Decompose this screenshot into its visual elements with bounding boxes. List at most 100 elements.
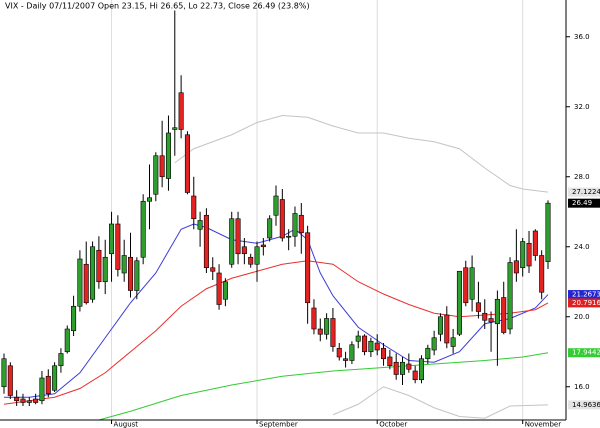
candle-body (298, 214, 304, 234)
candle-body (513, 260, 519, 274)
value-tag-label: 26.49 (572, 199, 592, 207)
candle-body (305, 232, 311, 304)
candle-body (216, 272, 222, 305)
y-tick-label: 32.0 (574, 103, 590, 111)
candle-body (229, 218, 235, 265)
candle-body (488, 318, 494, 323)
candle-body (58, 353, 64, 367)
candle-body (406, 363, 412, 370)
overlay-line (332, 386, 549, 419)
candle-body (412, 370, 418, 381)
candle-body (463, 267, 469, 304)
value-tag (568, 198, 600, 208)
candle-body (532, 230, 538, 256)
x-tick-label: September (259, 421, 298, 428)
candle-body (102, 256, 108, 283)
candle-body (456, 270, 462, 335)
y-tick-label: 16.0 (574, 383, 590, 391)
candle-body (349, 344, 355, 361)
candle-body (52, 365, 58, 391)
candle-body (336, 347, 342, 358)
candle-body (172, 127, 178, 130)
x-tick-label: October (379, 421, 407, 428)
candle-body (343, 358, 349, 361)
candle-body (20, 398, 26, 403)
candle-body (203, 214, 209, 269)
value-tag-label: 20.7916 (572, 299, 600, 307)
candle-body (507, 262, 513, 330)
candle-body (184, 134, 190, 193)
candle-body (545, 202, 551, 262)
candle-body (539, 255, 545, 293)
candle-body (77, 258, 83, 307)
candle-body (355, 335, 361, 342)
value-tag-label: 17.9442 (572, 349, 600, 357)
value-tag-label: 21.2673 (572, 291, 600, 299)
candle-layer (1, 10, 551, 406)
candle-body (437, 316, 443, 335)
candle-body (121, 255, 127, 274)
y-tick-label: 28.0 (574, 173, 590, 181)
candle-body (418, 358, 425, 381)
candle-body (374, 342, 380, 351)
candle-body (469, 267, 475, 300)
candle-body (159, 155, 165, 178)
y-tick-label: 24.0 (574, 243, 590, 251)
candle-body (222, 281, 228, 300)
candle-body (109, 223, 115, 255)
candle-body (399, 361, 406, 375)
x-tick-label: November (525, 421, 562, 428)
value-tag-label: 14.9636 (572, 401, 600, 409)
candle-body (520, 241, 526, 269)
candle-body (450, 337, 456, 347)
candle-body (146, 197, 153, 202)
candle-body (362, 335, 368, 353)
candle-body (494, 298, 500, 325)
candle-body (39, 377, 45, 402)
overlay-line (174, 114, 549, 193)
candle-body (431, 337, 437, 351)
value-tag (568, 187, 600, 197)
y-tick-label: 20.0 (574, 313, 590, 321)
candle-body (324, 318, 330, 335)
candle-body (127, 256, 134, 291)
candle-body (14, 396, 20, 402)
candle-body (444, 314, 450, 344)
value-tag (568, 400, 600, 410)
candle-body (311, 307, 317, 330)
x-tick-label: August (114, 421, 139, 428)
value-tag (568, 348, 600, 358)
candle-body (90, 246, 96, 300)
candle-body (248, 256, 254, 265)
chart-title: VIX - Daily 07/11/2007 Open 23.15, Hi 26… (5, 2, 310, 11)
candle-body (260, 244, 266, 248)
candle-body (178, 92, 184, 130)
candle-body (286, 235, 292, 238)
candle-body (45, 375, 51, 395)
candle-body (241, 246, 247, 255)
overlay-line (3, 260, 549, 405)
value-tag (568, 298, 600, 308)
candle-body (425, 347, 431, 360)
candle-body (235, 218, 241, 255)
candle-body (393, 361, 399, 375)
candle-body (134, 260, 140, 291)
candle-body (273, 195, 279, 216)
candle-body (317, 328, 323, 335)
candle-body (292, 213, 298, 237)
candle-body (501, 297, 507, 333)
candle-body (267, 218, 273, 239)
candle-body (526, 242, 532, 267)
candle-body (482, 312, 488, 321)
candle-body (191, 195, 197, 220)
candle-body (475, 302, 481, 312)
candle-body (254, 246, 260, 265)
candle-body (210, 267, 216, 272)
candle-body (64, 328, 70, 353)
axis-layer: 16.0 20.0 24.0 28.0 32.0 36.0 August September O… (111, 33, 600, 428)
candle-body (330, 318, 336, 347)
value-tag (568, 290, 600, 300)
candle-body (33, 398, 39, 403)
candle-body (26, 400, 32, 403)
